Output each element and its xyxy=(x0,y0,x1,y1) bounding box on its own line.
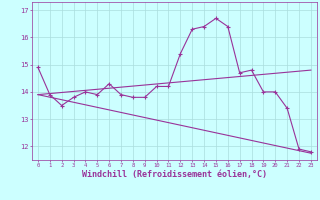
X-axis label: Windchill (Refroidissement éolien,°C): Windchill (Refroidissement éolien,°C) xyxy=(82,170,267,179)
